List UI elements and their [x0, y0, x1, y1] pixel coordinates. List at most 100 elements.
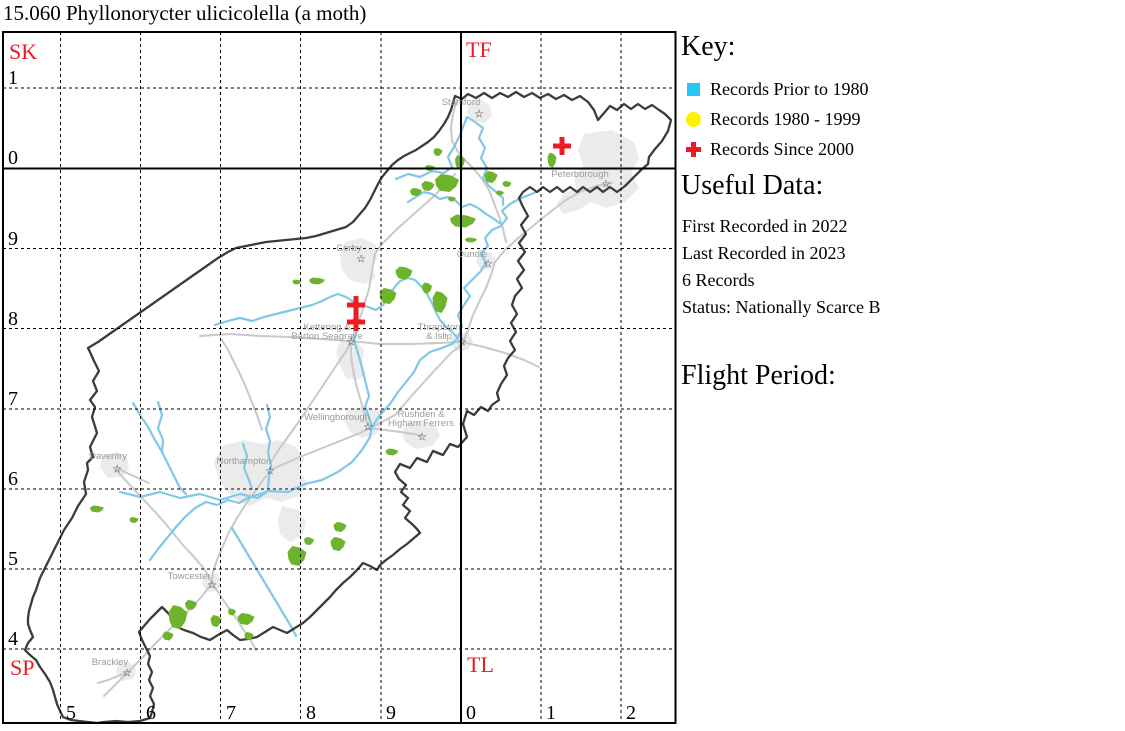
town-label: & Islip [426, 331, 452, 342]
road [220, 338, 263, 431]
grid-col-label: 9 [386, 702, 396, 724]
town-star-icon: ☆ [356, 253, 366, 266]
road [115, 469, 257, 651]
town-label: Rushden & [397, 409, 445, 420]
town-star-icon: ☆ [122, 667, 132, 680]
grid-letter-tl: TL [467, 652, 494, 677]
grid-col-label: 0 [466, 702, 476, 724]
useful-data-line: Status: Nationally Scarce B [682, 297, 881, 317]
woodland-patch [228, 608, 236, 616]
town-star-icon: ☆ [483, 258, 493, 271]
grid-row-label: 9 [8, 228, 18, 250]
town-star-icon: ☆ [207, 579, 217, 592]
grid-row-label: 0 [8, 147, 18, 169]
grid-row-label: 6 [8, 468, 18, 490]
grid-col-label: 6 [146, 702, 156, 724]
town-label: Barton Seagrave [291, 331, 362, 342]
grid-row-label: 7 [8, 388, 18, 410]
woodland-patch [168, 605, 188, 629]
key-item: Records Prior to 1980 [686, 74, 1106, 104]
grid-layer [2, 31, 677, 724]
urban-area [344, 406, 383, 438]
town-label: Higham Ferrers [388, 418, 454, 429]
town-label: Peterborough [551, 169, 609, 180]
key-item: Records Since 2000 [686, 134, 1106, 164]
woodland-patch [432, 291, 448, 313]
grid-row-label: 5 [8, 548, 18, 570]
urban-area [278, 506, 306, 542]
river [118, 189, 541, 502]
road [369, 427, 423, 437]
urban-area [116, 662, 136, 681]
map-border [2, 31, 677, 724]
town-label: Thrapston [418, 322, 461, 333]
town-star-icon: ☆ [112, 463, 122, 476]
town-label: Towcester [168, 571, 211, 582]
woodland-patch [287, 546, 307, 566]
flight-period-heading: Flight Period: [681, 360, 836, 391]
record-cross-marker [347, 296, 365, 314]
record-cross-marker [553, 137, 571, 155]
woodland-patch [237, 613, 255, 625]
woodland-patch [502, 181, 512, 187]
rivers-layer [118, 115, 541, 638]
woodland-patch [448, 196, 456, 202]
town-label: Oundle [457, 249, 488, 260]
road [350, 340, 369, 427]
grid-row-label: 1 [8, 67, 18, 89]
river [213, 276, 460, 340]
key-legend: Records Prior to 1980 Records 1980 - 1999… [686, 74, 1106, 164]
woodland-patch [379, 288, 397, 304]
useful-data-lines: First Recorded in 2022 Last Recorded in 2… [682, 213, 880, 321]
woodland-patch [450, 214, 476, 228]
key-item-label: Records Prior to 1980 [710, 78, 869, 99]
road [269, 182, 613, 471]
key-heading: Key: [681, 31, 736, 62]
river [406, 190, 503, 226]
key-item: Records 1980 - 1999 [686, 104, 1106, 134]
woodland-patch [496, 190, 504, 196]
grid-letter-sp: SP [10, 655, 34, 680]
town-label: Corby [336, 243, 362, 254]
useful-data-line: First Recorded in 2022 [682, 216, 848, 236]
woodland-patch [309, 277, 325, 285]
key-item-label: Records Since 2000 [710, 138, 854, 159]
river [148, 489, 270, 562]
grid-col-label: 7 [226, 702, 236, 724]
distribution-map: Stamford☆Peterborough☆Corby☆ Oundle☆Kette… [2, 31, 677, 725]
river [156, 400, 165, 454]
woodland-patch [385, 448, 399, 456]
key-marker-cross-icon [686, 141, 701, 157]
urban-area [402, 420, 440, 449]
woodland-patch [129, 517, 139, 523]
grid-col-label: 5 [66, 702, 76, 724]
town-star-icon: ☆ [417, 431, 427, 444]
records-layer [347, 137, 571, 331]
town-star-icon: ☆ [474, 108, 484, 121]
town-star-icon: ☆ [601, 178, 611, 191]
woodland-patch [162, 631, 174, 641]
woodland-patch [395, 266, 413, 280]
town-star-icon: ☆ [346, 336, 356, 349]
woodland-patch [330, 537, 346, 551]
town-star-icon: ☆ [363, 421, 373, 434]
woodland-patch [435, 174, 459, 192]
woodland-patch [244, 632, 254, 640]
info-panel: Key: Records Prior to 1980 Records 1980 -… [678, 0, 1123, 731]
grid-letter-sk: SK [9, 39, 37, 64]
woodland-patch [433, 148, 443, 156]
grid-row-label: 8 [8, 308, 18, 330]
grid-row-label: 4 [8, 628, 18, 650]
woodland-patch [333, 522, 347, 532]
urban-area [100, 452, 129, 478]
urban-areas-layer [100, 99, 639, 681]
town-label: Wellingborough [304, 412, 370, 423]
woodland-patch [484, 171, 498, 183]
woodland-patch [210, 615, 222, 627]
useful-data-line: 6 Records [682, 270, 755, 290]
woodland-patch [304, 537, 314, 545]
town-star-icon: ☆ [265, 465, 275, 478]
towns-layer: Stamford☆Peterborough☆Corby☆ Oundle☆Kette… [89, 97, 611, 680]
